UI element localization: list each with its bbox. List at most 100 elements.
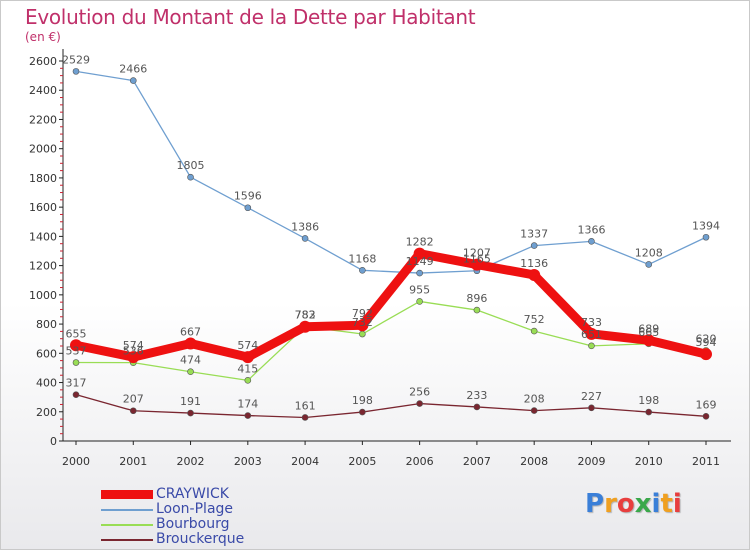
logo-letter: i xyxy=(672,489,682,519)
x-tick-label: 2007 xyxy=(463,455,491,468)
y-tick-label: 2000 xyxy=(29,143,57,156)
data-label: 1337 xyxy=(520,228,548,241)
data-label: 1207 xyxy=(463,247,491,260)
data-point xyxy=(184,337,197,350)
y-tick-label: 1400 xyxy=(29,230,57,243)
legend-label: CRAYWICK xyxy=(156,486,229,502)
data-label: 208 xyxy=(524,393,545,406)
data-point xyxy=(72,359,80,366)
y-tick-label: 200 xyxy=(36,406,57,419)
data-label: 620 xyxy=(696,332,717,345)
x-tick-label: 2011 xyxy=(692,455,720,468)
proxiti-logo: Proxiti xyxy=(585,489,682,519)
data-point xyxy=(416,269,423,277)
data-label: 1168 xyxy=(348,252,376,265)
logo-letter: i xyxy=(651,489,661,519)
series-line-brouckerque xyxy=(75,394,707,419)
data-label: 1366 xyxy=(577,223,605,236)
x-tick-label: 2001 xyxy=(119,455,147,468)
data-label: 574 xyxy=(237,339,258,352)
logo-letter: t xyxy=(660,489,673,519)
data-point xyxy=(645,408,653,416)
data-label: 415 xyxy=(237,362,258,375)
data-point xyxy=(588,342,595,350)
data-point xyxy=(244,412,252,419)
data-label: 792 xyxy=(352,307,373,320)
data-label: 782 xyxy=(295,309,316,322)
legend-swatch xyxy=(101,508,153,511)
data-label: 1394 xyxy=(692,219,720,232)
data-label: 1282 xyxy=(406,236,434,249)
x-tick-label: 2009 xyxy=(577,455,605,468)
data-point xyxy=(530,407,538,414)
x-tick-label: 2000 xyxy=(62,455,90,468)
data-point xyxy=(700,348,712,361)
data-label: 256 xyxy=(409,386,430,399)
data-point xyxy=(70,339,82,352)
data-label: 2529 xyxy=(62,53,90,66)
data-point xyxy=(416,298,423,305)
series-line-craywick xyxy=(71,249,711,362)
data-point xyxy=(187,409,194,417)
data-point xyxy=(241,351,254,364)
y-tick-label: 1000 xyxy=(29,289,57,302)
data-point xyxy=(127,351,140,364)
x-tick-label: 2008 xyxy=(520,455,548,468)
data-label: 536 xyxy=(123,345,144,358)
data-point xyxy=(129,77,137,84)
data-label: 955 xyxy=(409,283,430,296)
data-label: 655 xyxy=(66,327,87,340)
data-label: 1386 xyxy=(291,220,319,233)
data-point xyxy=(645,261,653,268)
data-point xyxy=(359,330,366,338)
data-label: 227 xyxy=(581,390,602,403)
data-label: 574 xyxy=(123,339,144,352)
x-tick-label: 2010 xyxy=(635,455,663,468)
y-tick-label: 2400 xyxy=(29,84,57,97)
data-point xyxy=(416,400,423,407)
data-point xyxy=(129,407,137,415)
data-label: 1165 xyxy=(463,253,491,266)
data-label: 651 xyxy=(581,328,602,341)
data-label: 896 xyxy=(466,292,487,305)
legend-swatch xyxy=(101,538,153,541)
legend-swatch xyxy=(101,490,153,499)
data-label: 1805 xyxy=(177,159,205,172)
data-point xyxy=(301,414,309,421)
data-point xyxy=(702,412,710,420)
data-point xyxy=(356,319,369,332)
data-label: 733 xyxy=(581,316,602,329)
chart-title: Evolution du Montant de la Dette par Hab… xyxy=(25,5,476,29)
y-tick-label: 1800 xyxy=(29,172,57,185)
data-label: 1208 xyxy=(635,246,663,259)
data-label: 594 xyxy=(696,336,717,349)
data-point xyxy=(301,235,309,242)
data-label: 665 xyxy=(638,326,659,339)
data-label: 2466 xyxy=(119,63,147,76)
data-label: 174 xyxy=(237,398,258,411)
data-point xyxy=(359,408,366,416)
data-label: 1136 xyxy=(520,257,548,270)
legend-label: Bourbourg xyxy=(156,516,230,532)
data-point xyxy=(244,204,252,212)
data-label: 474 xyxy=(180,354,201,367)
data-label: 537 xyxy=(66,345,87,358)
data-label: 752 xyxy=(524,313,545,326)
data-point xyxy=(530,327,538,335)
data-point xyxy=(585,327,598,340)
data-point xyxy=(470,258,483,271)
data-label: 689 xyxy=(638,322,659,335)
data-label: 667 xyxy=(180,326,201,339)
logo-letter: x xyxy=(634,489,652,519)
y-tick-label: 1600 xyxy=(29,201,57,214)
y-tick-label: 800 xyxy=(36,318,57,331)
data-label: 233 xyxy=(466,389,487,402)
data-point xyxy=(588,404,595,412)
legend-label: Loon-Plage xyxy=(156,501,234,517)
legend-label: Brouckerque xyxy=(156,531,245,547)
data-point xyxy=(244,377,252,384)
data-point xyxy=(187,368,194,376)
data-point xyxy=(530,242,538,249)
